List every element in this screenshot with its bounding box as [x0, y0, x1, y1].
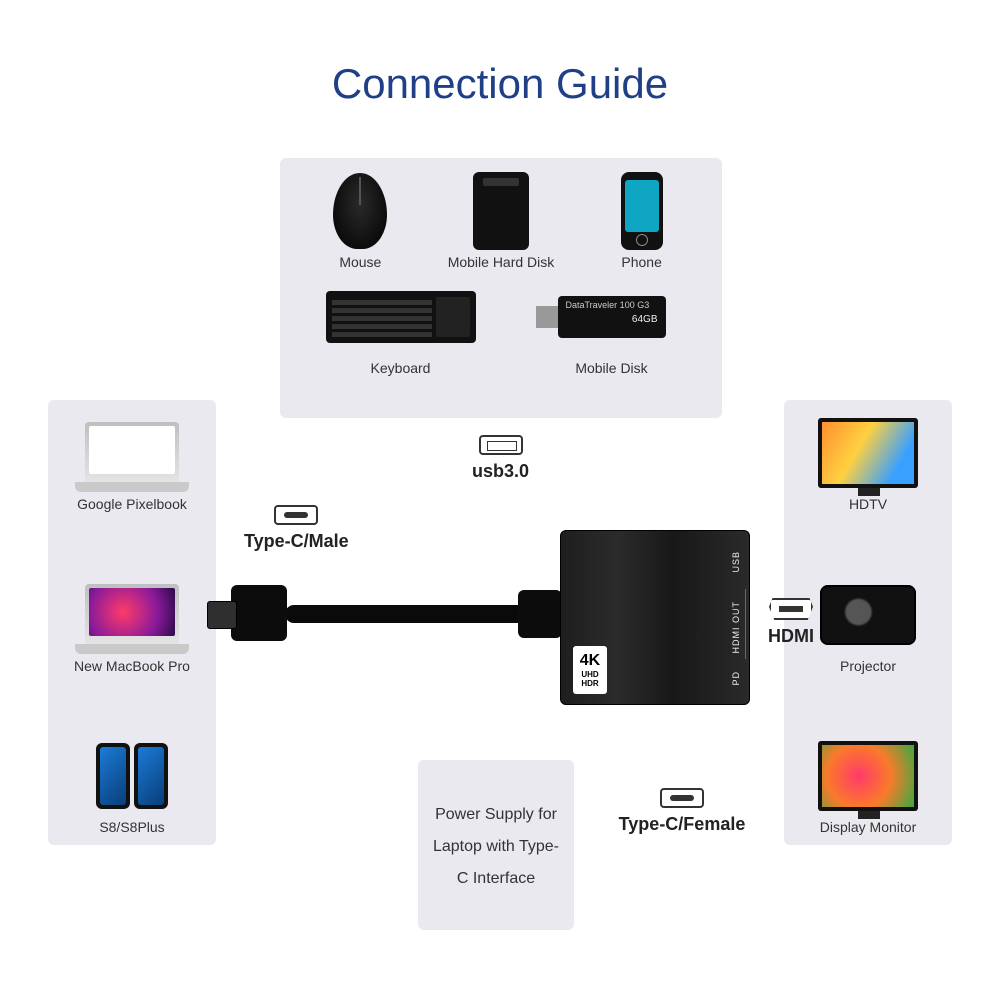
port-label-typec-female: Type-C/Female	[614, 788, 750, 835]
usbdrive-brand: DataTraveler 100 G3	[566, 300, 650, 310]
hdmi-icon	[769, 598, 813, 620]
panel-usb-devices: Mouse Mobile Hard Disk Phone Keyboard Da…	[280, 158, 722, 418]
device-label: Google Pixelbook	[77, 496, 187, 512]
usb-a-icon	[479, 435, 523, 455]
device-hdd: Mobile Hard Disk	[446, 172, 556, 270]
device-phone: Phone	[587, 172, 697, 270]
device-pixelbook: Google Pixelbook	[58, 414, 206, 512]
device-label: Mobile Disk	[575, 360, 647, 376]
hub-body: USB HDMI OUT PD 4K UHD HDR	[560, 530, 750, 705]
port-label-typec-male: Type-C/Male	[244, 505, 349, 552]
device-label: Mouse	[339, 254, 381, 270]
hub-badge-uhd: UHD	[581, 670, 598, 679]
device-monitor: Display Monitor	[794, 737, 942, 835]
panel-power-supply: Power Supply for Laptop with Type-C Inte…	[418, 760, 574, 930]
device-label: Display Monitor	[820, 819, 916, 835]
device-projector: Projector	[794, 576, 942, 674]
device-usb-drive: DataTraveler 100 G3 Mobile Disk	[542, 278, 682, 376]
panel-host-devices: Google Pixelbook New MacBook Pro S8/S8Pl…	[48, 400, 216, 845]
device-label: Phone	[621, 254, 661, 270]
hub-port-label-pd: PD	[731, 671, 741, 686]
hub-port-label-hdmi: HDMI OUT	[731, 601, 741, 654]
hub-port-label-usb: USB	[731, 551, 741, 573]
hub-badge: 4K UHD HDR	[573, 646, 607, 694]
page-title: Connection Guide	[0, 60, 1000, 108]
port-label-text: Type-C/Male	[244, 531, 349, 551]
port-label-usb30: usb3.0	[472, 435, 529, 482]
device-label: Mobile Hard Disk	[448, 254, 555, 270]
device-label: Keyboard	[371, 360, 431, 376]
hub-badge-4k: 4K	[580, 652, 600, 670]
device-label: S8/S8Plus	[99, 819, 164, 835]
device-label: HDTV	[849, 496, 887, 512]
device-label: Projector	[840, 658, 896, 674]
usb-c-icon	[274, 505, 318, 525]
device-hdtv: HDTV	[794, 414, 942, 512]
device-macbook: New MacBook Pro	[58, 576, 206, 674]
hub-badge-hdr: HDR	[581, 679, 598, 688]
power-supply-text: Power Supply for Laptop with Type-C Inte…	[428, 799, 564, 895]
port-label-hdmi: HDMI	[768, 598, 814, 647]
device-mouse: Mouse	[305, 172, 415, 270]
port-label-text: Type-C/Female	[619, 814, 746, 834]
usb-c-icon	[660, 788, 704, 808]
port-label-text: HDMI	[768, 626, 814, 646]
device-keyboard: Keyboard	[321, 278, 481, 376]
device-label: New MacBook Pro	[74, 658, 190, 674]
hub-divider	[745, 589, 746, 659]
cable-strain-relief	[518, 590, 562, 638]
device-s8: S8/S8Plus	[58, 737, 206, 835]
port-label-text: usb3.0	[472, 461, 529, 481]
